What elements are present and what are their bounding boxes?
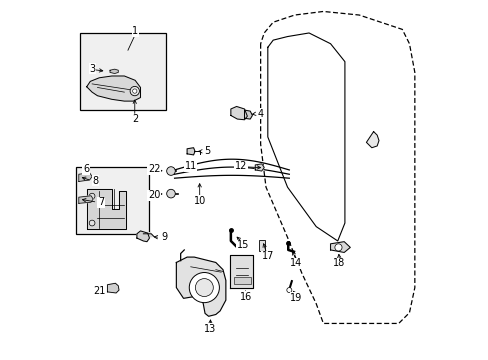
Polygon shape [244,110,252,119]
Circle shape [166,189,175,198]
Polygon shape [86,76,140,101]
Text: 19: 19 [290,293,302,303]
Text: 17: 17 [261,251,273,261]
Text: 9: 9 [162,232,167,242]
Polygon shape [137,231,149,242]
Text: 6: 6 [83,164,89,174]
Polygon shape [255,164,264,171]
Polygon shape [187,148,195,155]
Text: 7: 7 [98,197,104,207]
Circle shape [89,220,95,226]
Polygon shape [176,257,225,316]
Circle shape [189,273,219,303]
Text: 20: 20 [148,190,160,200]
Text: 4: 4 [257,109,263,119]
Text: 21: 21 [93,286,105,296]
Text: 15: 15 [236,240,248,250]
Polygon shape [79,173,92,181]
Text: 5: 5 [203,146,209,156]
Polygon shape [110,69,118,73]
Text: 13: 13 [204,324,216,334]
Text: 16: 16 [240,292,252,302]
Circle shape [166,167,175,175]
Polygon shape [86,189,126,229]
Text: 8: 8 [92,176,99,186]
Bar [80,33,165,110]
Polygon shape [366,132,378,148]
Circle shape [286,288,291,293]
Polygon shape [330,242,349,252]
Text: 14: 14 [290,258,302,268]
Polygon shape [79,196,93,203]
Text: 18: 18 [333,258,345,268]
Circle shape [132,89,137,93]
Text: 1: 1 [132,26,138,36]
Text: 11: 11 [184,161,197,171]
Bar [76,167,149,234]
Polygon shape [230,107,247,120]
Text: 12: 12 [234,161,246,171]
Polygon shape [107,283,119,293]
Circle shape [130,86,139,96]
Bar [233,277,250,284]
Polygon shape [230,255,253,288]
Circle shape [89,193,95,199]
Bar [258,240,265,251]
Circle shape [195,279,213,297]
Text: 2: 2 [132,114,138,124]
Text: 22: 22 [147,164,160,174]
Text: 10: 10 [193,196,205,206]
Text: 3: 3 [89,64,95,74]
Polygon shape [143,232,154,237]
Circle shape [334,244,341,251]
